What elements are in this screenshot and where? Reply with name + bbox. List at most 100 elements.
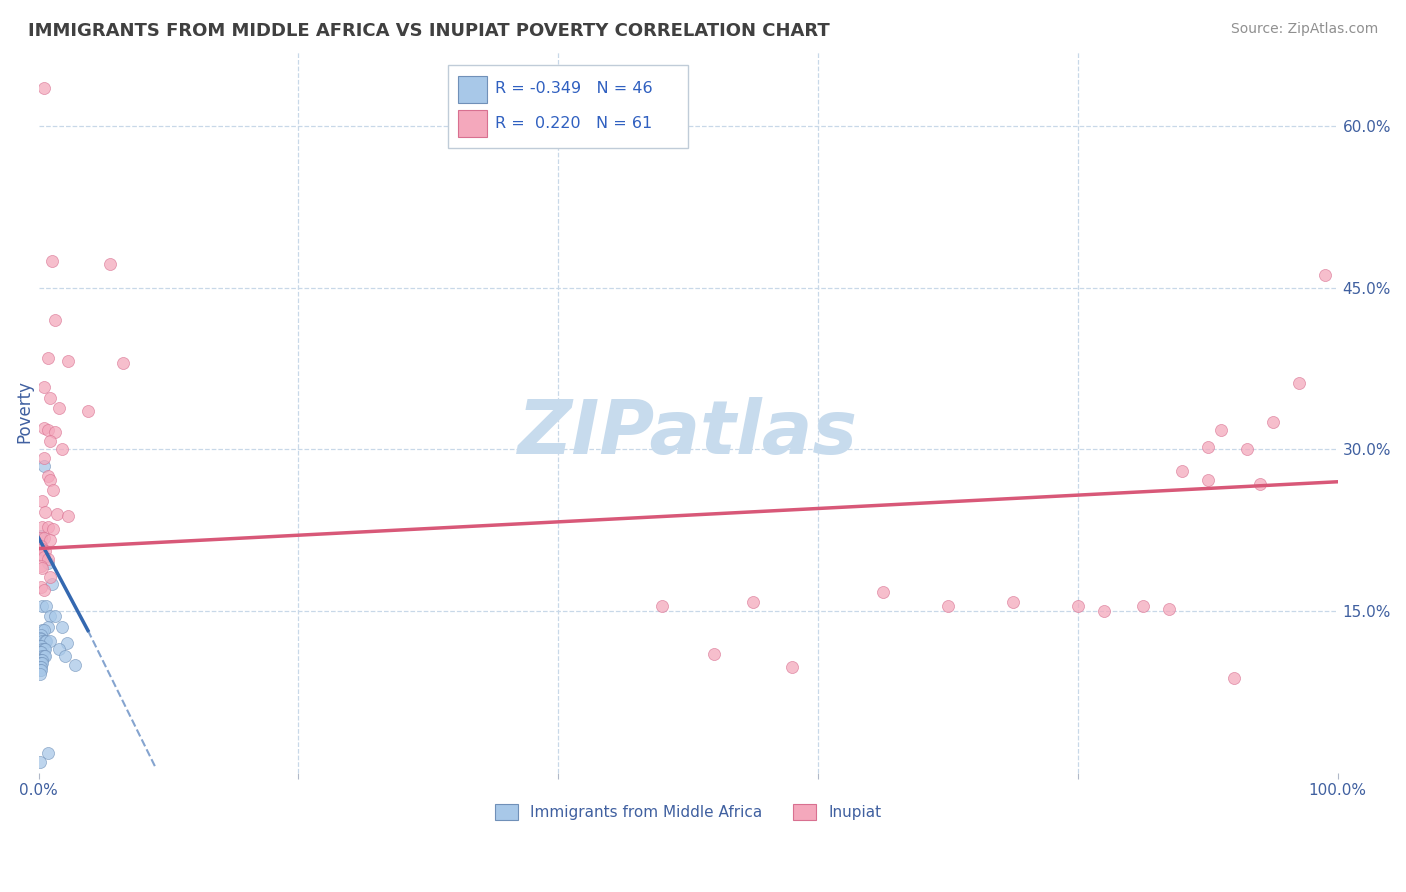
Point <box>51 442 73 457</box>
Point <box>31 494 53 508</box>
Point <box>1261 416 1284 430</box>
Point <box>31 541 53 556</box>
Point <box>32 451 55 466</box>
Point <box>31 634 53 648</box>
Point <box>34 649 56 664</box>
Point <box>31 641 53 656</box>
Point <box>1209 423 1232 437</box>
Point <box>30 639 52 653</box>
Point <box>32 81 55 95</box>
Point <box>31 624 53 638</box>
Point <box>42 522 65 536</box>
Point <box>58 509 80 524</box>
Point <box>30 540 52 554</box>
Text: ZIPatlas: ZIPatlas <box>517 397 858 470</box>
Point <box>30 558 52 573</box>
Point <box>34 543 56 558</box>
Point <box>98 257 121 271</box>
Point <box>32 649 55 664</box>
Point <box>872 584 894 599</box>
Point <box>63 657 86 672</box>
Point <box>1288 376 1310 390</box>
Point <box>1067 599 1090 613</box>
Legend: Immigrants from Middle Africa, Inupiat: Immigrants from Middle Africa, Inupiat <box>489 798 887 827</box>
Point <box>111 356 134 370</box>
Text: R = -0.349   N = 46: R = -0.349 N = 46 <box>495 81 652 96</box>
Point <box>30 652 52 666</box>
Point <box>34 505 56 519</box>
Point <box>39 391 62 405</box>
Point <box>37 469 59 483</box>
Point <box>1222 671 1244 685</box>
Point <box>1132 599 1154 613</box>
Point <box>37 423 59 437</box>
Point <box>34 634 56 648</box>
Point <box>32 380 55 394</box>
Point <box>51 620 73 634</box>
Point <box>1092 604 1115 618</box>
Point <box>45 507 67 521</box>
Point <box>28 631 51 645</box>
Point <box>31 649 53 664</box>
Y-axis label: Poverty: Poverty <box>15 380 32 443</box>
Point <box>28 639 51 653</box>
Point <box>31 561 53 575</box>
Point <box>1197 473 1219 487</box>
Point <box>1001 595 1024 609</box>
Point <box>780 660 803 674</box>
Point <box>28 656 51 670</box>
Point <box>703 647 725 661</box>
Point <box>1236 442 1258 457</box>
Point <box>32 624 55 638</box>
Point <box>32 421 55 435</box>
Point <box>30 580 52 594</box>
Point <box>28 660 51 674</box>
Point <box>31 656 53 670</box>
FancyBboxPatch shape <box>447 65 688 148</box>
Point <box>31 520 53 534</box>
Point <box>39 569 62 583</box>
Point <box>28 664 51 678</box>
Point <box>39 634 62 648</box>
Point <box>30 645 52 659</box>
Point <box>28 755 51 769</box>
Point <box>53 649 76 664</box>
Point <box>30 660 52 674</box>
Point <box>30 656 52 670</box>
Text: IMMIGRANTS FROM MIDDLE AFRICA VS INUPIAT POVERTY CORRELATION CHART: IMMIGRANTS FROM MIDDLE AFRICA VS INUPIAT… <box>28 22 830 40</box>
Point <box>41 253 63 268</box>
Point <box>30 628 52 642</box>
Point <box>1313 268 1336 282</box>
Point <box>37 556 59 570</box>
Point <box>32 550 55 565</box>
Point <box>742 595 765 609</box>
Point <box>28 652 51 666</box>
Point <box>35 634 58 648</box>
Point <box>32 641 55 656</box>
Point <box>37 620 59 634</box>
Point <box>1171 464 1194 478</box>
Point <box>30 632 52 646</box>
Point <box>77 403 100 417</box>
Point <box>37 351 59 365</box>
Point <box>30 664 52 678</box>
Point <box>42 483 65 498</box>
Point <box>32 458 55 473</box>
Point <box>30 548 52 562</box>
Point <box>44 313 66 327</box>
Point <box>30 531 52 545</box>
Point <box>31 652 53 666</box>
Point <box>31 599 53 613</box>
Point <box>37 520 59 534</box>
Point <box>28 666 51 681</box>
Point <box>32 531 55 545</box>
Point <box>48 641 70 656</box>
Point <box>44 425 66 440</box>
FancyBboxPatch shape <box>458 76 486 103</box>
Point <box>34 641 56 656</box>
Point <box>1249 477 1271 491</box>
Text: Source: ZipAtlas.com: Source: ZipAtlas.com <box>1230 22 1378 37</box>
Point <box>28 645 51 659</box>
Text: R =  0.220   N = 61: R = 0.220 N = 61 <box>495 116 652 131</box>
Point <box>37 747 59 761</box>
